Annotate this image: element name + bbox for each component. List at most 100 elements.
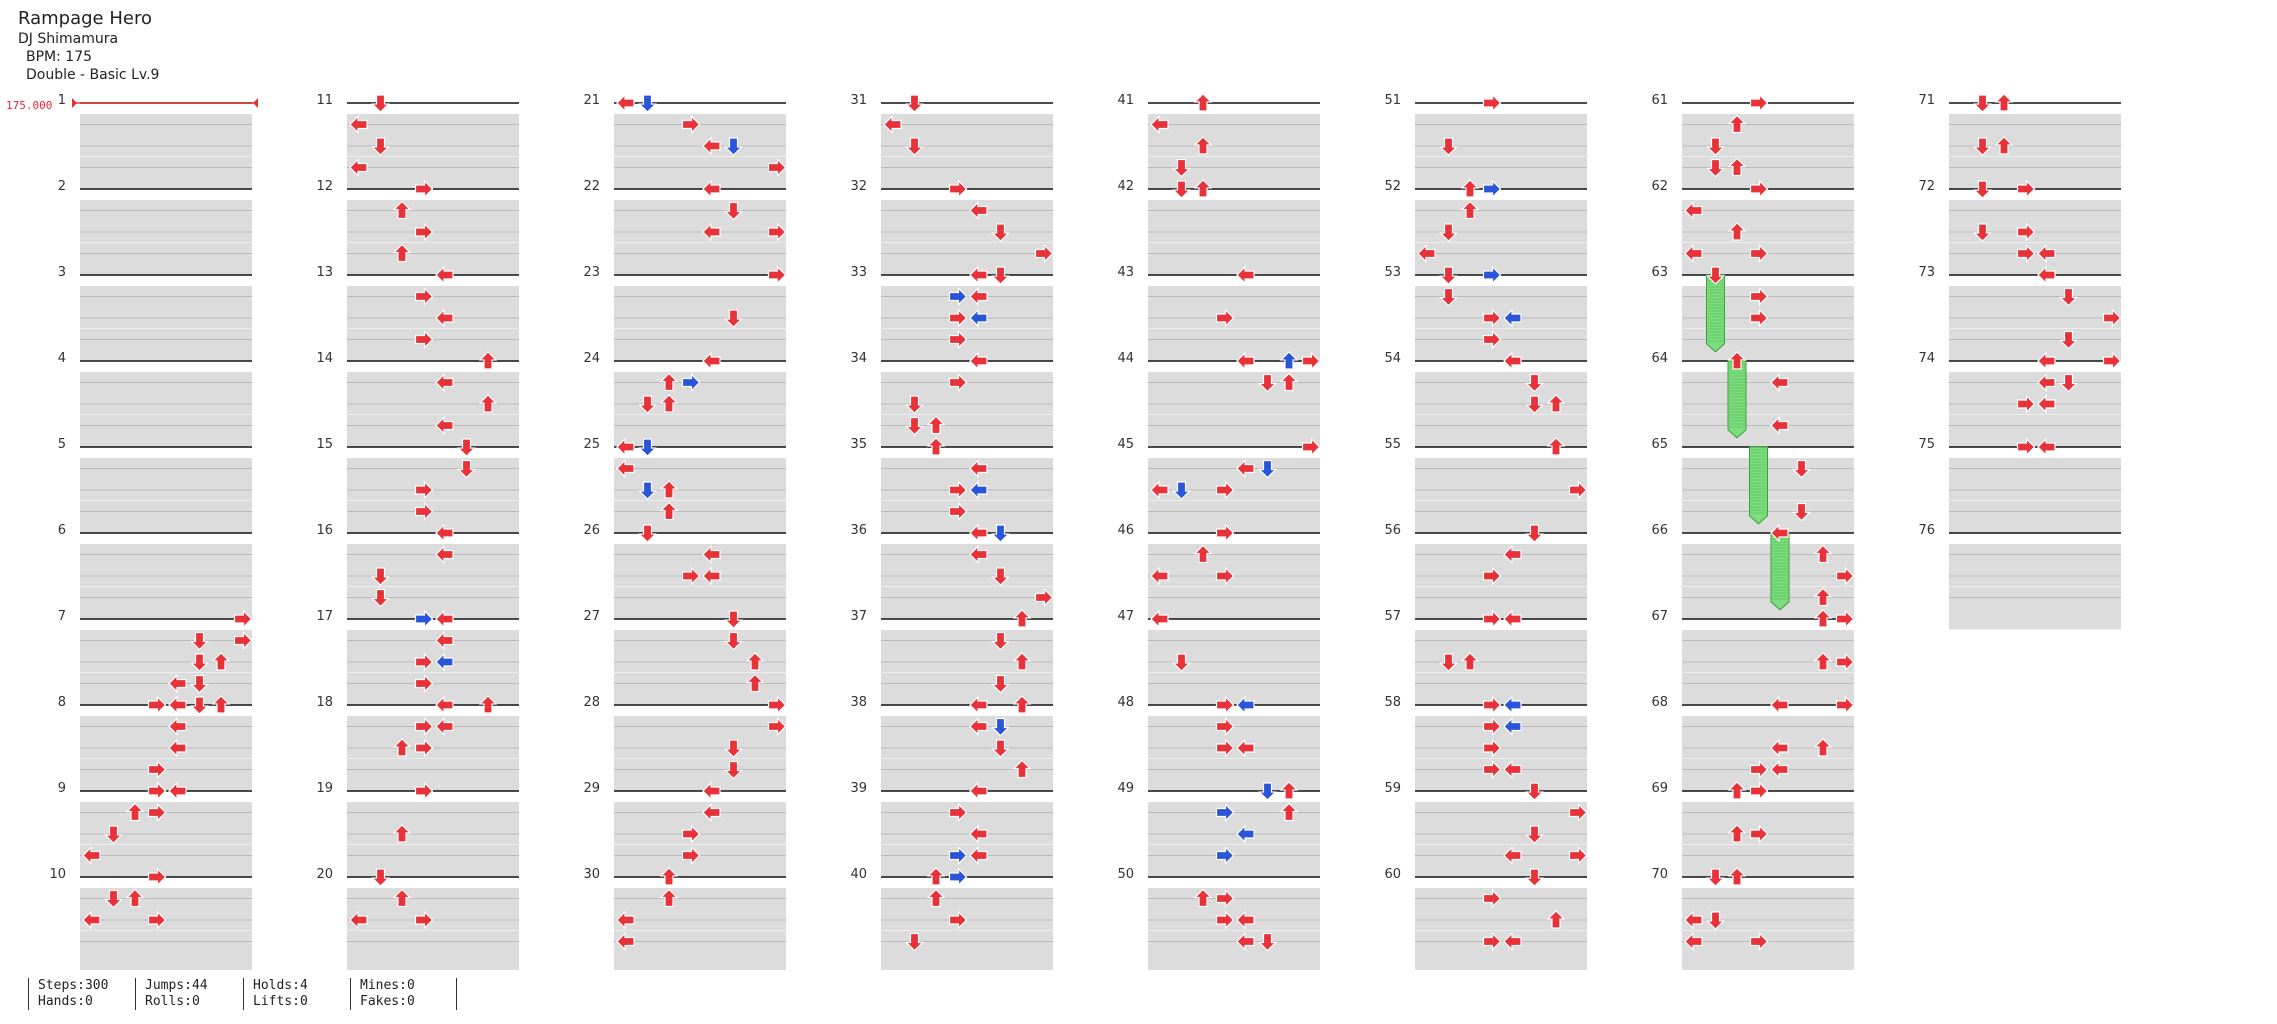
arrow-shape — [1813, 738, 1833, 757]
arrow-shape — [1236, 932, 1255, 951]
arrow-shape — [1706, 266, 1725, 285]
up-arrow-note — [392, 738, 412, 757]
measure-number: 51 — [1384, 93, 1401, 108]
arrow-shape — [1482, 265, 1502, 285]
up-arrow-note — [659, 394, 679, 413]
up-arrow-note — [392, 200, 412, 220]
arrow-shape — [1525, 373, 1544, 393]
arrow-shape — [991, 739, 1010, 758]
left-arrow-note — [435, 609, 454, 629]
arrow-shape — [1482, 330, 1502, 349]
down-arrow-note — [1973, 94, 1992, 113]
measure-number: 31 — [850, 93, 867, 108]
beat-band — [1949, 608, 2121, 630]
right-arrow-note — [1835, 566, 1855, 586]
right-arrow-note — [767, 717, 787, 736]
arrow-shape — [1012, 759, 1032, 779]
arrow-shape — [1279, 781, 1299, 800]
arrow-shape — [168, 781, 187, 801]
arrow-shape — [681, 824, 701, 844]
left-arrow-note — [168, 781, 187, 801]
arrow-shape — [926, 888, 946, 908]
arrow-shape — [1770, 416, 1789, 435]
arrow-shape — [1193, 93, 1213, 112]
arrow-shape — [969, 308, 988, 328]
measure-number: 19 — [316, 781, 333, 796]
right-arrow-note — [414, 480, 434, 500]
arrow-shape — [1482, 566, 1502, 586]
right-arrow-note — [681, 373, 701, 392]
arrow-shape — [1172, 481, 1191, 500]
arrow-shape — [1150, 609, 1169, 629]
arrow-shape — [1503, 609, 1522, 629]
up-arrow-note — [1813, 609, 1833, 628]
measure-number: 58 — [1384, 695, 1401, 710]
arrow-shape — [1193, 136, 1213, 155]
right-arrow-note — [2016, 437, 2036, 457]
right-arrow-note — [1215, 480, 1235, 500]
measure-number: 35 — [850, 437, 867, 452]
arrow-shape — [211, 695, 231, 714]
right-arrow-note — [414, 738, 434, 758]
up-arrow-note — [1193, 136, 1213, 155]
arrow-shape — [1172, 158, 1191, 178]
arrow-shape — [435, 717, 454, 736]
arrow-shape — [1279, 351, 1299, 370]
arrow-shape — [1439, 137, 1458, 156]
measure-number: 76 — [1918, 523, 1935, 538]
arrow-shape — [1482, 308, 1502, 328]
arrow-shape — [1749, 179, 1769, 199]
arrow-shape — [724, 610, 743, 629]
arrow-shape — [638, 481, 657, 500]
beat-band — [881, 952, 1053, 970]
arrow-shape — [1193, 544, 1213, 564]
right-arrow-note — [1482, 566, 1502, 586]
arrow-shape — [1749, 824, 1769, 844]
up-arrow-note — [1813, 738, 1833, 757]
arrow-shape — [1973, 137, 1992, 156]
right-arrow-note — [1482, 889, 1502, 908]
down-arrow-note — [2059, 330, 2078, 350]
arrow-shape — [969, 480, 988, 500]
down-arrow-note — [1973, 137, 1992, 156]
arrow-shape — [948, 179, 968, 199]
right-arrow-note — [1482, 717, 1502, 736]
right-arrow-note — [948, 330, 968, 349]
down-arrow-note — [1525, 868, 1544, 887]
left-arrow-note — [1770, 760, 1789, 779]
arrow-shape — [1150, 480, 1169, 500]
left-arrow-note — [168, 695, 187, 715]
arrow-shape — [1749, 287, 1769, 306]
left-arrow-note — [435, 717, 454, 736]
arrow-shape — [392, 243, 412, 263]
arrow-shape — [1727, 824, 1747, 843]
arrow-shape — [2037, 394, 2056, 414]
right-arrow-note — [1215, 308, 1235, 328]
arrow-shape — [414, 222, 434, 242]
arrow-shape — [702, 545, 721, 564]
left-arrow-note — [969, 265, 988, 285]
up-arrow-note — [745, 652, 765, 671]
arrow-shape — [190, 696, 209, 715]
arrow-shape — [392, 738, 412, 757]
arrow-shape — [1503, 932, 1522, 951]
arrow-shape — [1813, 609, 1833, 628]
arrow-shape — [1973, 180, 1992, 199]
arrow-shape — [1034, 244, 1054, 263]
bpm-marker-left — [72, 98, 77, 108]
left-arrow-note — [702, 179, 721, 199]
down-arrow-note — [991, 674, 1010, 694]
arrow-shape — [1706, 911, 1725, 930]
down-arrow-note — [724, 137, 743, 156]
arrow-shape — [2016, 394, 2036, 414]
arrow-shape — [616, 459, 635, 478]
left-arrow-note — [435, 308, 454, 328]
hold-note — [1727, 360, 1747, 439]
arrow-shape — [1482, 717, 1502, 736]
arrow-shape — [457, 459, 476, 479]
right-arrow-note — [948, 480, 968, 500]
right-arrow-note — [1835, 695, 1855, 715]
left-arrow-note — [969, 717, 988, 736]
down-arrow-note — [724, 309, 743, 328]
left-arrow-note — [1503, 846, 1522, 865]
